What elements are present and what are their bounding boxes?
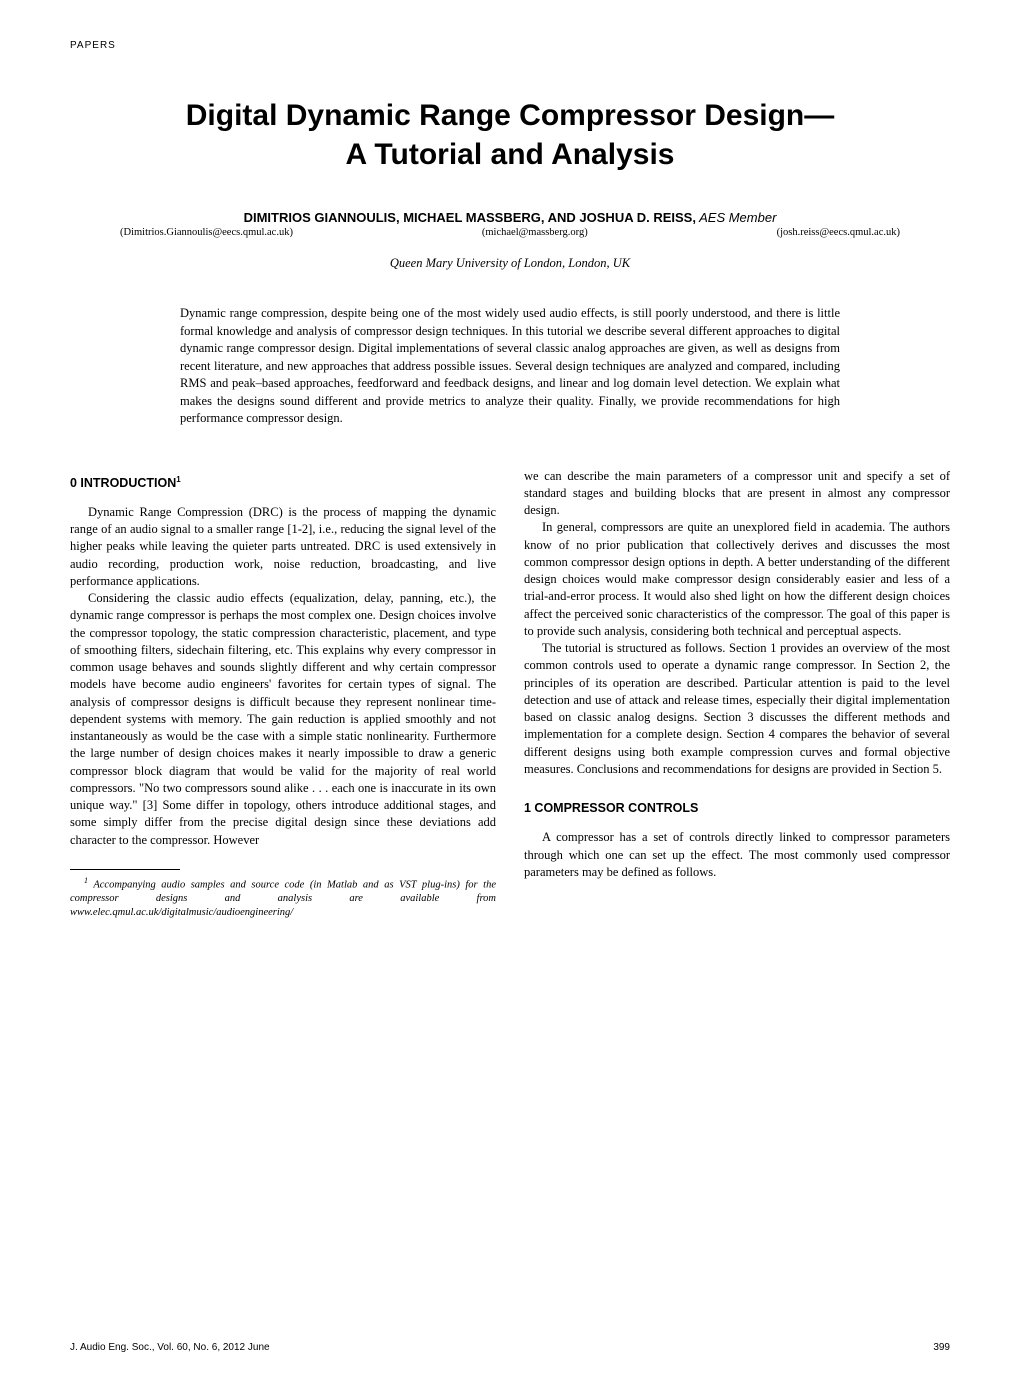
footer-citation: J. Audio Eng. Soc., Vol. 60, No. 6, 2012… [70, 1342, 270, 1353]
author-names: DIMITRIOS GIANNOULIS, MICHAEL MASSBERG, … [244, 210, 696, 225]
section-0-heading: 0 INTRODUCTION1 [70, 474, 496, 492]
body-paragraph: In general, compressors are quite an une… [524, 519, 950, 640]
section-0-footnote-mark: 1 [176, 475, 180, 484]
author-email-2: (michael@massberg.org) [482, 227, 588, 238]
title-line-2: A Tutorial and Analysis [346, 138, 675, 171]
body-paragraph: A compressor has a set of controls direc… [524, 829, 950, 881]
authors-membership: AES Member [696, 210, 776, 225]
title-line-1: Digital Dynamic Range Compressor Design— [186, 99, 835, 132]
header-label: PAPERS [70, 40, 950, 51]
footer-page-number: 399 [933, 1342, 950, 1353]
footnote-1: 1 Accompanying audio samples and source … [70, 876, 496, 919]
author-emails: (Dimitrios.Giannoulis@eecs.qmul.ac.uk) (… [70, 227, 950, 238]
body-paragraph: Dynamic Range Compression (DRC) is the p… [70, 504, 496, 590]
page-footer: J. Audio Eng. Soc., Vol. 60, No. 6, 2012… [70, 1342, 950, 1353]
two-column-body: 0 INTRODUCTION1 Dynamic Range Compressio… [70, 468, 950, 920]
affiliation: Queen Mary University of London, London,… [70, 256, 950, 271]
body-paragraph: The tutorial is structured as follows. S… [524, 640, 950, 778]
section-1-heading: 1 COMPRESSOR CONTROLS [524, 800, 950, 817]
section-0-number-title: 0 INTRODUCTION [70, 476, 176, 490]
author-email-1: (Dimitrios.Giannoulis@eecs.qmul.ac.uk) [120, 227, 293, 238]
abstract: Dynamic range compression, despite being… [180, 305, 840, 428]
column-left: 0 INTRODUCTION1 Dynamic Range Compressio… [70, 468, 496, 920]
footnote-text: Accompanying audio samples and source co… [70, 879, 496, 917]
body-paragraph: Considering the classic audio effects (e… [70, 590, 496, 849]
authors-line: DIMITRIOS GIANNOULIS, MICHAEL MASSBERG, … [70, 210, 950, 225]
column-right: we can describe the main parameters of a… [524, 468, 950, 920]
body-paragraph: we can describe the main parameters of a… [524, 468, 950, 520]
author-email-3: (josh.reiss@eecs.qmul.ac.uk) [777, 227, 900, 238]
footnote-separator [70, 869, 180, 870]
page-title: Digital Dynamic Range Compressor Design—… [70, 96, 950, 174]
